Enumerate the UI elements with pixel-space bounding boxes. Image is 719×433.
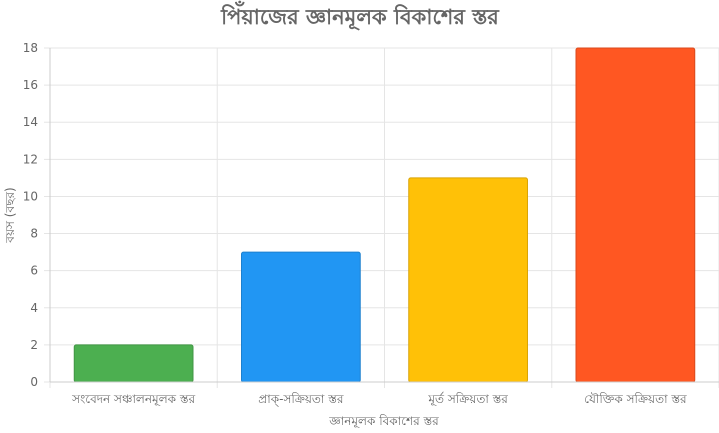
x-tick-label: মূর্ত সক্রিয়তা স্তর (427, 392, 508, 407)
bar (73, 344, 194, 383)
x-axis-label: জ্ঞানমূলক বিকাশের স্তর (328, 414, 439, 429)
y-tick-label: 2 (30, 338, 38, 352)
y-tick-label: 18 (23, 41, 38, 55)
x-tick-label: প্রাক্-সক্রিয়তা স্তর (258, 392, 344, 407)
y-axis-ticks: 0 2 4 6 8 10 12 14 16 18 (23, 41, 38, 389)
y-axis-label: বয়স (বছর) (3, 187, 17, 243)
y-tick-label: 16 (23, 78, 38, 92)
y-tick-label: 10 (23, 189, 38, 203)
y-tick-label: 12 (23, 152, 38, 166)
y-tick-label: 4 (30, 301, 38, 315)
bar (408, 177, 528, 383)
x-tick-label: সংবেদন সঞ্চালনমূলক স্তর (71, 392, 195, 407)
y-tick-label: 8 (30, 227, 38, 241)
chart-title: পিঁয়াজের জ্ঞানমূলক বিকাশের স্তর (220, 0, 500, 30)
x-axis-ticks: সংবেদন সঞ্চালনমূলক স্তর প্রাক্-সক্রিয়তা … (71, 392, 687, 407)
y-tick-label: 14 (23, 115, 38, 129)
x-tick-label: যৌক্তিক সক্রিয়তা স্তর (584, 392, 687, 406)
bar (575, 47, 696, 383)
y-tick-label: 0 (30, 375, 38, 389)
bar (241, 251, 361, 383)
y-tick-label: 6 (30, 264, 38, 278)
